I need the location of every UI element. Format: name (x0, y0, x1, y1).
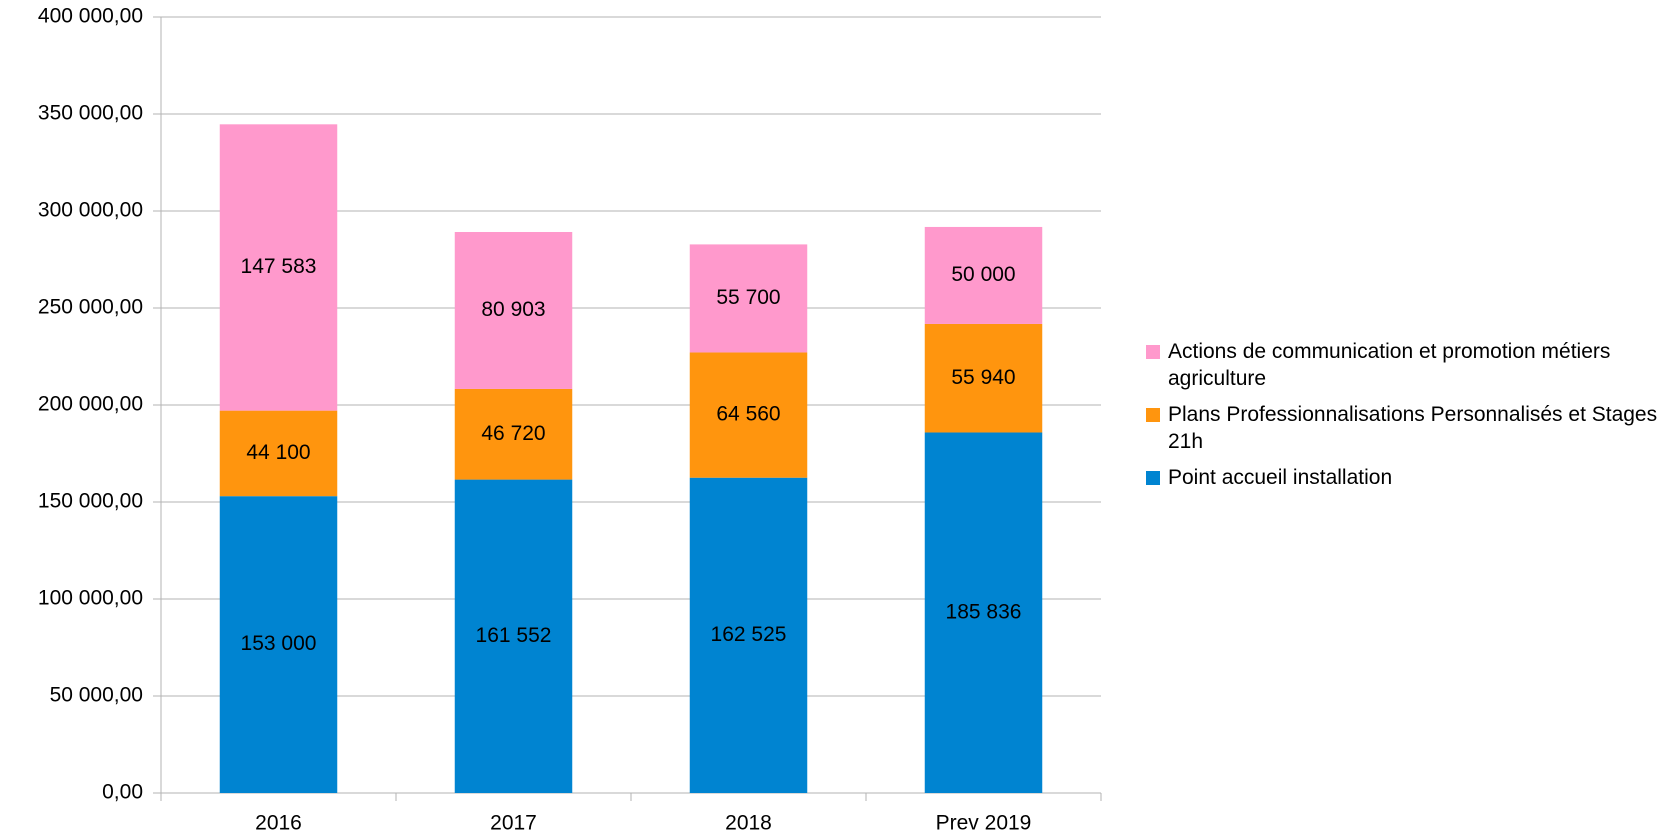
legend-item: Point accueil installation (1146, 464, 1666, 491)
data-label: 153 000 (241, 632, 317, 655)
data-label: 44 100 (246, 441, 310, 464)
data-label: 147 583 (241, 255, 317, 278)
data-label: 64 560 (716, 403, 780, 426)
y-tick-label: 200 000,00 (38, 393, 143, 416)
legend-item: Actions de communication et promotion mé… (1146, 338, 1666, 392)
bar-segment (454, 479, 573, 793)
legend-item: Plans Professionnalisations Personnalisé… (1146, 401, 1666, 455)
x-tick-label: 2018 (725, 812, 772, 835)
data-label: 80 903 (481, 298, 545, 321)
data-label: 161 552 (476, 624, 552, 647)
bar-segment (454, 388, 573, 480)
legend-label: Actions de communication et promotion mé… (1168, 340, 1611, 390)
bar-segment (689, 477, 808, 793)
x-tick-label: Prev 2019 (936, 812, 1032, 835)
y-tick-label: 250 000,00 (38, 296, 143, 319)
legend-label: Point accueil installation (1168, 466, 1393, 489)
legend-swatch (1146, 408, 1160, 422)
y-tick-label: 300 000,00 (38, 199, 143, 222)
y-tick-label: 350 000,00 (38, 102, 143, 125)
y-tick-label: 400 000,00 (38, 5, 143, 28)
y-tick-label: 100 000,00 (38, 587, 143, 610)
data-label: 50 000 (951, 263, 1015, 286)
legend: Actions de communication et promotion mé… (1146, 338, 1666, 500)
bar-segment (689, 352, 808, 478)
legend-swatch (1146, 345, 1160, 359)
bar-segment (689, 244, 808, 353)
y-tick-label: 150 000,00 (38, 490, 143, 513)
legend-swatch (1146, 471, 1160, 485)
bar-segment (454, 232, 573, 389)
bar-segment (219, 410, 338, 497)
data-label: 46 720 (481, 422, 545, 445)
bar-segment (924, 323, 1043, 433)
bar-segment (219, 496, 338, 793)
bar-segment (219, 124, 338, 411)
bar-segment (924, 226, 1043, 324)
y-tick-label: 0,00 (102, 781, 143, 804)
bar-segment (924, 432, 1043, 793)
data-label: 55 700 (716, 286, 780, 309)
legend-label: Plans Professionnalisations Personnalisé… (1168, 403, 1658, 453)
data-label: 185 836 (946, 600, 1022, 623)
x-tick-label: 2016 (255, 812, 302, 835)
x-tick-label: 2017 (490, 812, 537, 835)
y-tick-label: 50 000,00 (50, 684, 143, 707)
data-label: 55 940 (951, 366, 1015, 389)
data-label: 162 525 (711, 623, 787, 646)
